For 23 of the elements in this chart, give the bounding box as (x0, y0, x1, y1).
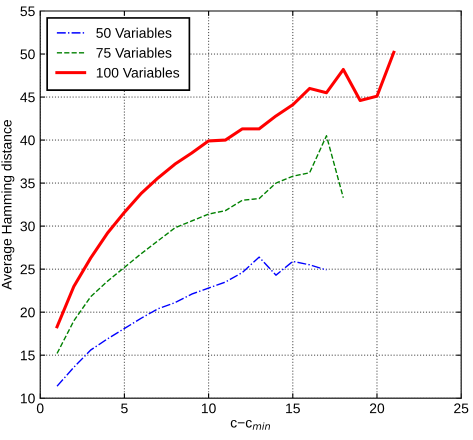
x-tick-label: 10 (202, 403, 216, 414)
legend-label: 75 Variables (96, 48, 172, 58)
x-tick-label: 0 (36, 403, 44, 414)
y-tick-label: 40 (20, 135, 35, 146)
y-tick-label: 35 (20, 178, 35, 188)
x-tick-label: 25 (454, 403, 468, 414)
legend-label: 100 Variables (96, 67, 180, 78)
y-tick-label: 45 (20, 92, 35, 102)
x-tick-label: 20 (370, 403, 384, 414)
legend-label: 50 Variables (96, 28, 172, 38)
line-series (56, 135, 344, 354)
y-axis-title: Average Hamming distance (1, 120, 14, 290)
y-tick-label: 55 (20, 6, 35, 16)
y-tick-label: 20 (20, 307, 35, 318)
x-axis-title: c−c$_{min}$ (230, 420, 270, 430)
y-tick-label: 15 (20, 350, 35, 360)
y-tick-label: 30 (20, 221, 35, 232)
y-tick-label: 25 (20, 264, 35, 274)
x-tick-label: 5 (121, 404, 128, 414)
line-series (56, 256, 328, 387)
y-tick-label: 50 (20, 49, 35, 60)
y-tick-label: 10 (20, 394, 35, 404)
x-tick-label: 15 (286, 404, 300, 414)
